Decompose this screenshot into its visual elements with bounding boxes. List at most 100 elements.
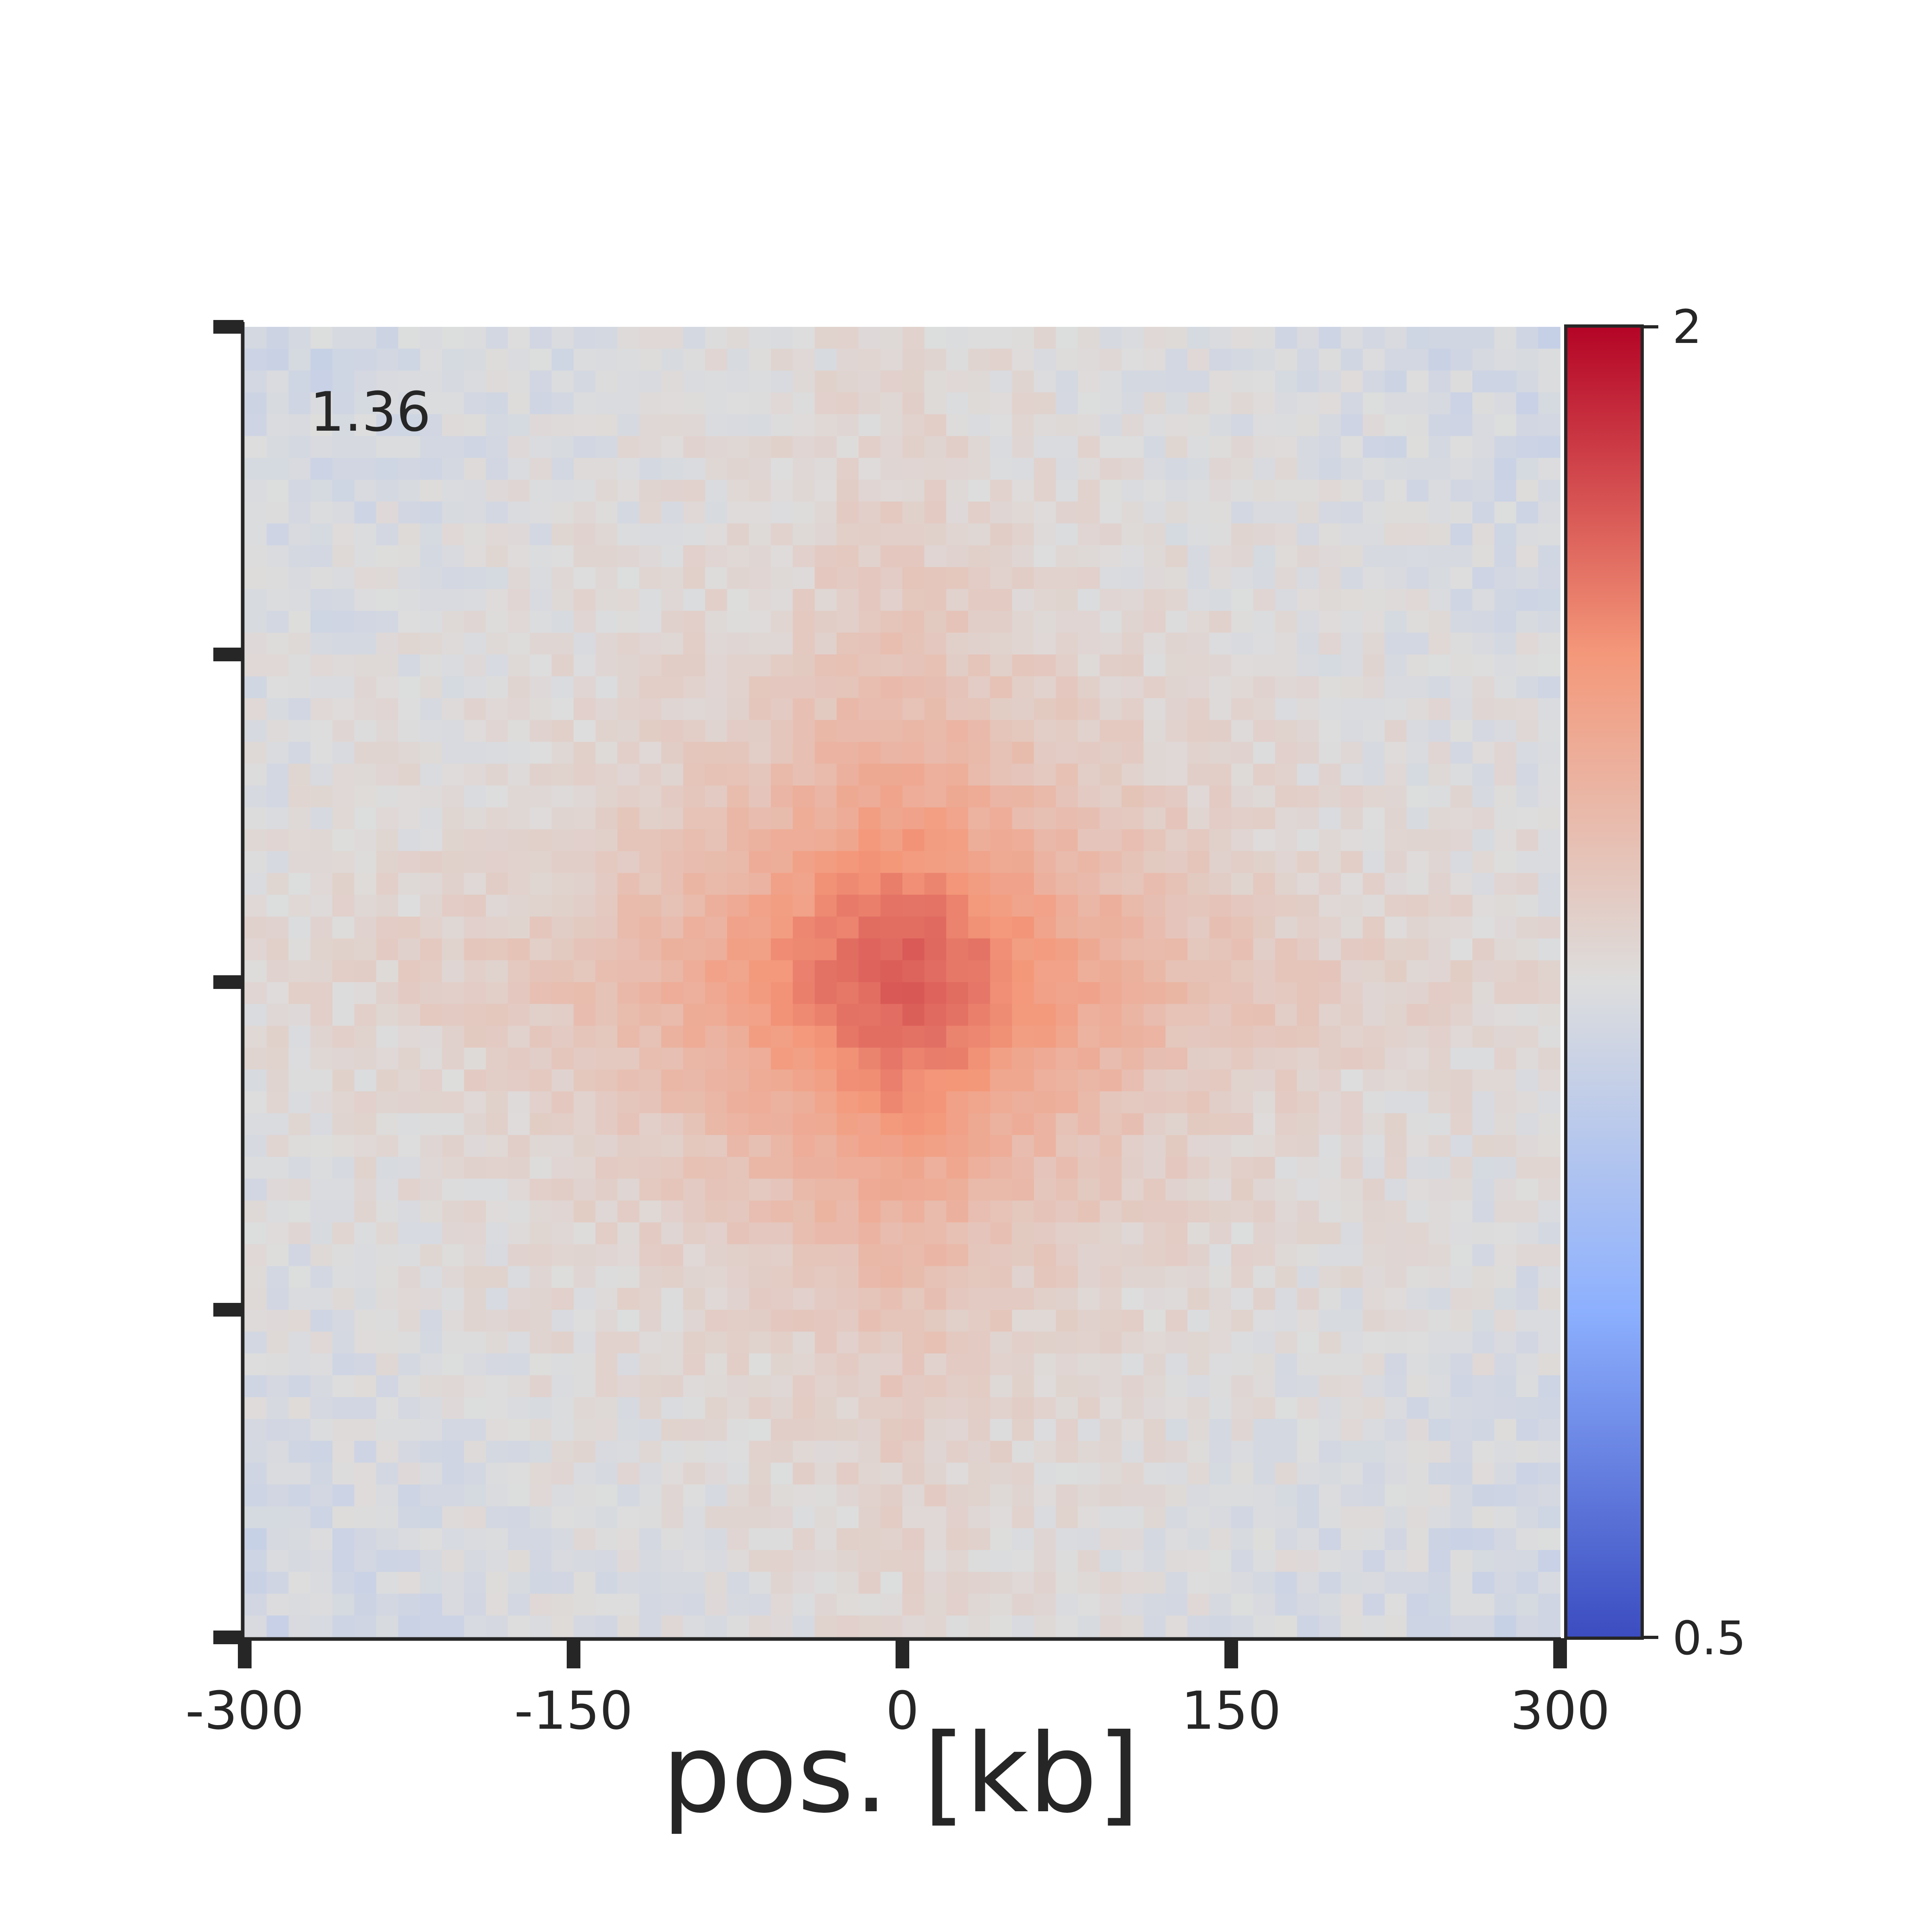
heatmap-cell [354, 1222, 377, 1245]
heatmap-cell [288, 523, 311, 546]
heatmap-cell [727, 1615, 749, 1638]
heatmap-cell [793, 414, 815, 437]
heatmap-cell [1034, 785, 1057, 808]
heatmap-cell [332, 676, 355, 699]
heatmap-cell [661, 1004, 684, 1026]
heatmap-cell [705, 1266, 728, 1288]
heatmap-cell [924, 1069, 947, 1092]
heatmap-cell [946, 720, 969, 742]
heatmap-cell [1319, 1615, 1342, 1638]
heatmap-cell [530, 960, 552, 983]
heatmap-cell [310, 916, 333, 939]
heatmap-cell [1341, 1441, 1363, 1463]
heatmap-cell [749, 1179, 771, 1201]
heatmap-cell [968, 1397, 991, 1420]
heatmap-cell [1538, 349, 1560, 371]
heatmap-cell [1187, 1419, 1210, 1441]
heatmap-cell [1516, 1179, 1539, 1201]
heatmap-cell [1385, 392, 1407, 415]
heatmap-cell [508, 807, 530, 830]
heatmap-cell [266, 698, 289, 720]
heatmap-cell [288, 1113, 311, 1135]
heatmap-cell [1012, 960, 1034, 983]
heatmap-cell [859, 960, 881, 983]
heatmap-cell [1472, 1288, 1495, 1310]
heatmap-cell [1275, 698, 1298, 720]
heatmap-cell [1472, 1375, 1495, 1397]
heatmap-cell [1428, 414, 1451, 437]
heatmap-cell [354, 1310, 377, 1332]
heatmap-cell [683, 654, 706, 677]
heatmap-cell [815, 785, 837, 808]
heatmap-cell [354, 1157, 377, 1179]
heatmap-cell [1012, 392, 1034, 415]
heatmap-cell [1187, 1353, 1210, 1376]
heatmap-cell [793, 436, 815, 458]
heatmap-cell [530, 807, 552, 830]
heatmap-cell [902, 1113, 925, 1135]
heatmap-cell [1253, 1200, 1276, 1223]
heatmap-cell [727, 1113, 749, 1135]
heatmap-cell [1231, 1331, 1254, 1354]
heatmap-cell [1209, 327, 1232, 349]
heatmap-cell [595, 458, 618, 480]
heatmap-cell [859, 1179, 881, 1201]
heatmap-cell [1516, 851, 1539, 873]
heatmap-cell [245, 502, 267, 524]
heatmap-cell [859, 785, 881, 808]
heatmap-cell [1275, 479, 1298, 502]
heatmap-cell [464, 1397, 486, 1420]
heatmap-cell [836, 479, 859, 502]
heatmap-cell [1428, 479, 1451, 502]
heatmap-cell [1034, 567, 1057, 589]
heatmap-cell [1077, 349, 1100, 371]
heatmap-cell [442, 502, 464, 524]
heatmap-cell [639, 1419, 662, 1441]
heatmap-cell [486, 873, 508, 895]
heatmap-cell [1341, 502, 1363, 524]
heatmap-cell [464, 1113, 486, 1135]
heatmap-cell [376, 1550, 399, 1572]
heatmap-cell [1077, 1593, 1100, 1616]
heatmap-cell [1297, 1397, 1319, 1420]
heatmap-cell [1341, 567, 1363, 589]
heatmap-cell [1253, 938, 1276, 961]
x-tick [238, 1638, 252, 1668]
heatmap-cell [815, 698, 837, 720]
heatmap-cell [354, 1506, 377, 1529]
heatmap-cell [1538, 742, 1560, 764]
heatmap-cell [332, 1200, 355, 1223]
heatmap-cell [1100, 611, 1122, 633]
heatmap-cell [968, 1026, 991, 1048]
heatmap-cell [530, 1462, 552, 1485]
heatmap-cell [793, 698, 815, 720]
heatmap-cell [332, 1528, 355, 1550]
heatmap-cell [376, 1069, 399, 1092]
heatmap-cell [617, 1310, 640, 1332]
heatmap-cell [1165, 807, 1188, 830]
heatmap-cell [859, 1462, 881, 1485]
heatmap-cell [1012, 1462, 1034, 1485]
heatmap-cell [836, 851, 859, 873]
heatmap-cell [1231, 1113, 1254, 1135]
heatmap-cell [1341, 589, 1363, 611]
heatmap-cell [1472, 1244, 1495, 1267]
heatmap-cell [1056, 742, 1078, 764]
heatmap-cell [245, 1353, 267, 1376]
heatmap-cell [1341, 851, 1363, 873]
heatmap-cell [486, 1375, 508, 1397]
heatmap-cell [1341, 938, 1363, 961]
heatmap-cell [990, 1550, 1013, 1572]
heatmap-cell [1428, 1266, 1451, 1288]
heatmap-cell [530, 1091, 552, 1114]
heatmap-cell [1319, 1135, 1342, 1157]
heatmap-cell [376, 1222, 399, 1245]
heatmap-cell [815, 764, 837, 786]
heatmap-cell [1297, 654, 1319, 677]
heatmap-cell [332, 1004, 355, 1026]
heatmap-cell [771, 1200, 793, 1223]
heatmap-cell [946, 1222, 969, 1245]
heatmap-cell [749, 1593, 771, 1616]
heatmap-cell [1450, 611, 1473, 633]
heatmap-cell [1516, 1244, 1539, 1267]
